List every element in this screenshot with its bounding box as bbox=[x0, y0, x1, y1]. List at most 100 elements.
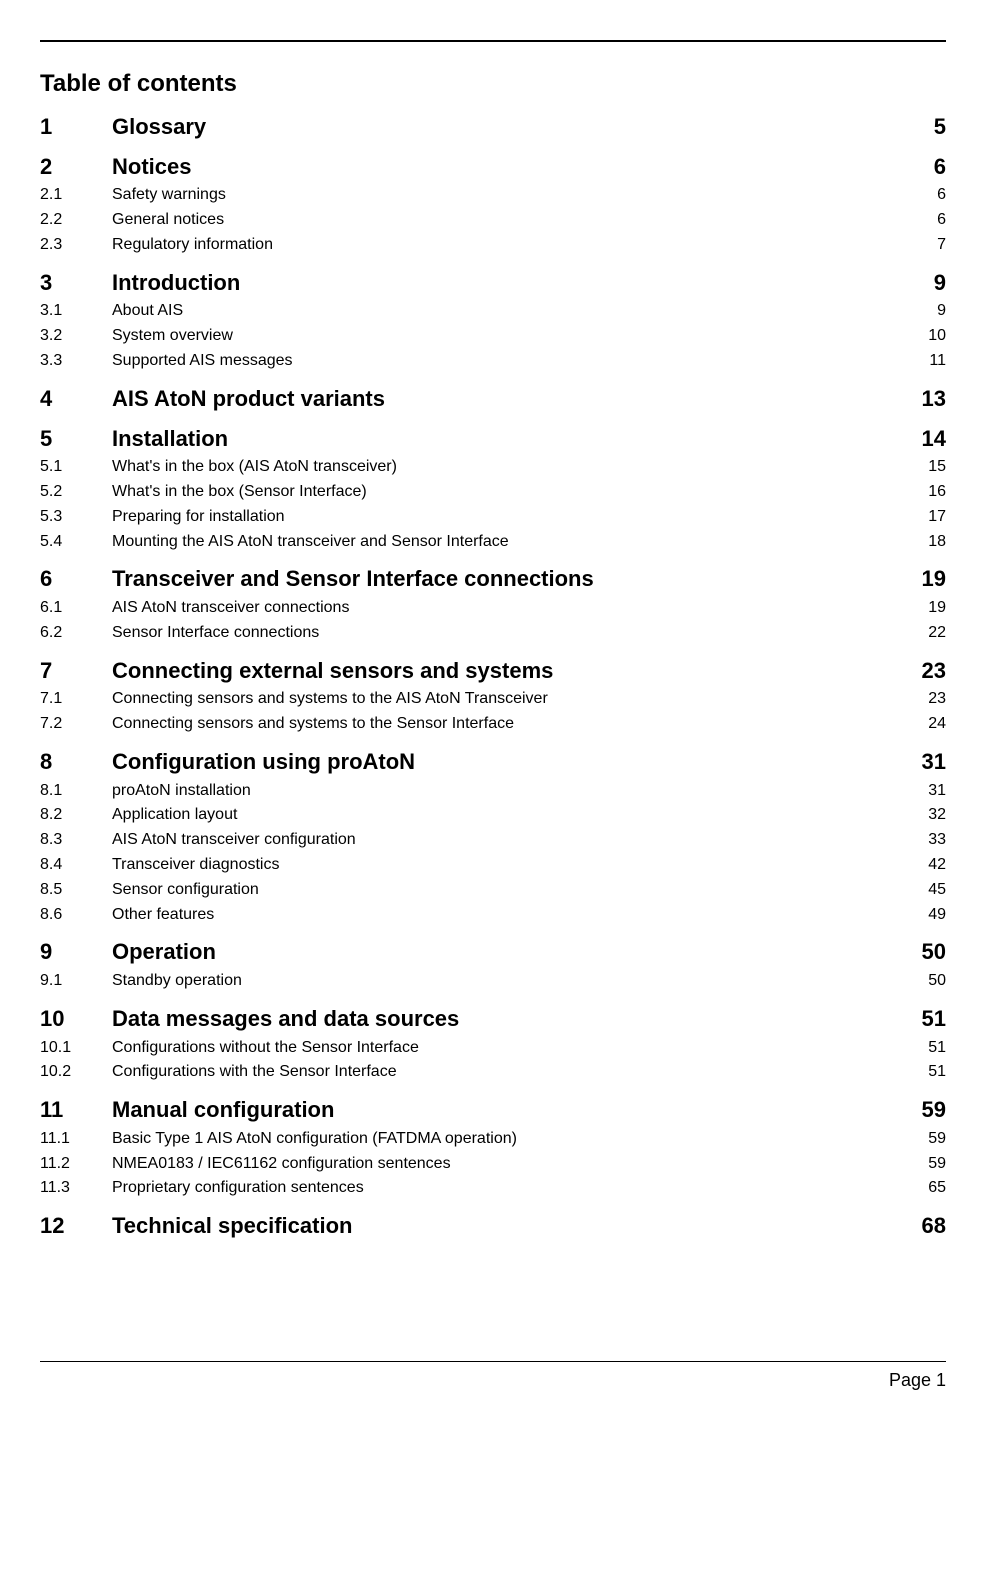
toc-entry-page: 24 bbox=[924, 712, 946, 737]
toc-entry-number: 2.3 bbox=[40, 233, 112, 258]
toc-entry-label: Installation bbox=[112, 424, 228, 454]
toc-entry-page: 45 bbox=[924, 878, 946, 903]
toc-row: 5.4Mounting the AIS AtoN transceiver and… bbox=[40, 530, 946, 555]
toc-entry-number: 6 bbox=[40, 564, 112, 594]
toc-entry-label: NMEA0183 / IEC61162 configuration senten… bbox=[112, 1152, 451, 1177]
toc-entry-number: 2 bbox=[40, 152, 112, 182]
toc-entry-label: Connecting sensors and systems to the AI… bbox=[112, 687, 548, 712]
toc-entry-page: 59 bbox=[924, 1127, 946, 1152]
toc-entry-label: About AIS bbox=[112, 299, 183, 324]
toc-entry-page: 65 bbox=[924, 1176, 946, 1201]
toc-row: 10Data messages and data sources51 bbox=[40, 1004, 946, 1034]
toc-entry-number: 3 bbox=[40, 268, 112, 298]
toc-entry-page: 6 bbox=[930, 152, 946, 182]
toc-entry-label: Configurations without the Sensor Interf… bbox=[112, 1036, 419, 1061]
toc-row: 7.1Connecting sensors and systems to the… bbox=[40, 687, 946, 712]
toc-entry-label: What's in the box (AIS AtoN transceiver) bbox=[112, 455, 397, 480]
toc-entry-page: 22 bbox=[924, 621, 946, 646]
toc-entry-label: Configuration using proAtoN bbox=[112, 747, 415, 777]
toc-entry-number: 7.1 bbox=[40, 687, 112, 712]
toc-entry-label: Application layout bbox=[112, 803, 237, 828]
toc-entry-page: 23 bbox=[918, 656, 946, 686]
toc-row: 10.2Configurations with the Sensor Inter… bbox=[40, 1060, 946, 1085]
toc-entry-page: 10 bbox=[924, 324, 946, 349]
toc-entry-number: 3.2 bbox=[40, 324, 112, 349]
toc-row: 3Introduction 9 bbox=[40, 268, 946, 298]
toc-entry-page: 31 bbox=[924, 779, 946, 804]
toc-entry-label: General notices bbox=[112, 208, 224, 233]
toc-entry-number: 10.1 bbox=[40, 1036, 112, 1061]
toc-entry-number: 12 bbox=[40, 1211, 112, 1241]
toc-entry-number: 7 bbox=[40, 656, 112, 686]
toc-entry-number: 2.2 bbox=[40, 208, 112, 233]
toc-entry-label: Introduction bbox=[112, 268, 240, 298]
toc-row: 5.2What's in the box (Sensor Interface)1… bbox=[40, 480, 946, 505]
toc-row: 11.2NMEA0183 / IEC61162 configuration se… bbox=[40, 1152, 946, 1177]
table-of-contents: 1Glossary52Notices62.1Safety warnings62.… bbox=[40, 112, 946, 1241]
toc-entry-page: 19 bbox=[924, 596, 946, 621]
toc-entry-number: 8 bbox=[40, 747, 112, 777]
toc-entry-number: 9.1 bbox=[40, 969, 112, 994]
toc-row: 5.3Preparing for installation17 bbox=[40, 505, 946, 530]
toc-entry-label: Connecting sensors and systems to the Se… bbox=[112, 712, 514, 737]
toc-entry-label: Sensor configuration bbox=[112, 878, 259, 903]
toc-entry-page: 32 bbox=[924, 803, 946, 828]
toc-entry-label: Regulatory information bbox=[112, 233, 273, 258]
toc-entry-page: 5 bbox=[930, 112, 946, 142]
toc-entry-number: 4 bbox=[40, 384, 112, 414]
toc-entry-label: Supported AIS messages bbox=[112, 349, 293, 374]
toc-entry-number: 8.1 bbox=[40, 779, 112, 804]
toc-entry-number: 6.1 bbox=[40, 596, 112, 621]
toc-row: 5.1What's in the box (AIS AtoN transceiv… bbox=[40, 455, 946, 480]
page-number-label: Page 1 bbox=[40, 1370, 946, 1391]
toc-entry-label: What's in the box (Sensor Interface) bbox=[112, 480, 367, 505]
toc-entry-page: 42 bbox=[924, 853, 946, 878]
toc-entry-number: 10.2 bbox=[40, 1060, 112, 1085]
toc-row: 2.3Regulatory information7 bbox=[40, 233, 946, 258]
toc-entry-label: Manual configuration bbox=[112, 1095, 334, 1125]
toc-row: 6.2Sensor Interface connections 22 bbox=[40, 621, 946, 646]
toc-entry-page: 18 bbox=[924, 530, 946, 555]
toc-entry-label: Technical specification bbox=[112, 1211, 352, 1241]
toc-entry-page: 9 bbox=[930, 268, 946, 298]
toc-row: 11.3Proprietary configuration sentences6… bbox=[40, 1176, 946, 1201]
toc-entry-number: 6.2 bbox=[40, 621, 112, 646]
top-horizontal-rule bbox=[40, 40, 946, 42]
toc-entry-page: 23 bbox=[924, 687, 946, 712]
toc-row: 8.6Other features49 bbox=[40, 903, 946, 928]
toc-row: 8.2Application layout32 bbox=[40, 803, 946, 828]
toc-row: 11.1Basic Type 1 AIS AtoN configuration … bbox=[40, 1127, 946, 1152]
toc-entry-page: 15 bbox=[924, 455, 946, 480]
toc-row: 2.1Safety warnings6 bbox=[40, 183, 946, 208]
toc-entry-label: Data messages and data sources bbox=[112, 1004, 459, 1034]
toc-entry-page: 49 bbox=[924, 903, 946, 928]
toc-entry-number: 7.2 bbox=[40, 712, 112, 737]
toc-row: 9Operation50 bbox=[40, 937, 946, 967]
toc-row: 6.1AIS AtoN transceiver connections19 bbox=[40, 596, 946, 621]
toc-entry-label: Connecting external sensors and systems bbox=[112, 656, 553, 686]
toc-entry-label: AIS AtoN product variants bbox=[112, 384, 385, 414]
toc-entry-page: 50 bbox=[918, 937, 946, 967]
toc-entry-number: 11.2 bbox=[40, 1152, 112, 1177]
toc-entry-label: Sensor Interface connections bbox=[112, 621, 319, 646]
toc-row: 8.3AIS AtoN transceiver configuration33 bbox=[40, 828, 946, 853]
toc-entry-label: Notices bbox=[112, 152, 191, 182]
toc-row: 8.4Transceiver diagnostics42 bbox=[40, 853, 946, 878]
toc-entry-number: 5.4 bbox=[40, 530, 112, 555]
toc-row: 8Configuration using proAtoN 31 bbox=[40, 747, 946, 777]
toc-entry-number: 2.1 bbox=[40, 183, 112, 208]
toc-entry-number: 5.2 bbox=[40, 480, 112, 505]
toc-row: 9.1Standby operation50 bbox=[40, 969, 946, 994]
toc-entry-label: Operation bbox=[112, 937, 216, 967]
toc-entry-label: Standby operation bbox=[112, 969, 242, 994]
toc-entry-page: 31 bbox=[918, 747, 946, 777]
toc-entry-number: 11 bbox=[40, 1095, 112, 1125]
toc-row: 5Installation 14 bbox=[40, 424, 946, 454]
toc-entry-page: 11 bbox=[925, 349, 946, 374]
toc-entry-number: 1 bbox=[40, 112, 112, 142]
toc-row: 1Glossary5 bbox=[40, 112, 946, 142]
toc-entry-label: Transceiver diagnostics bbox=[112, 853, 279, 878]
toc-entry-number: 11.3 bbox=[40, 1176, 112, 1201]
toc-row: 12Technical specification68 bbox=[40, 1211, 946, 1241]
toc-row: 3.2System overview10 bbox=[40, 324, 946, 349]
